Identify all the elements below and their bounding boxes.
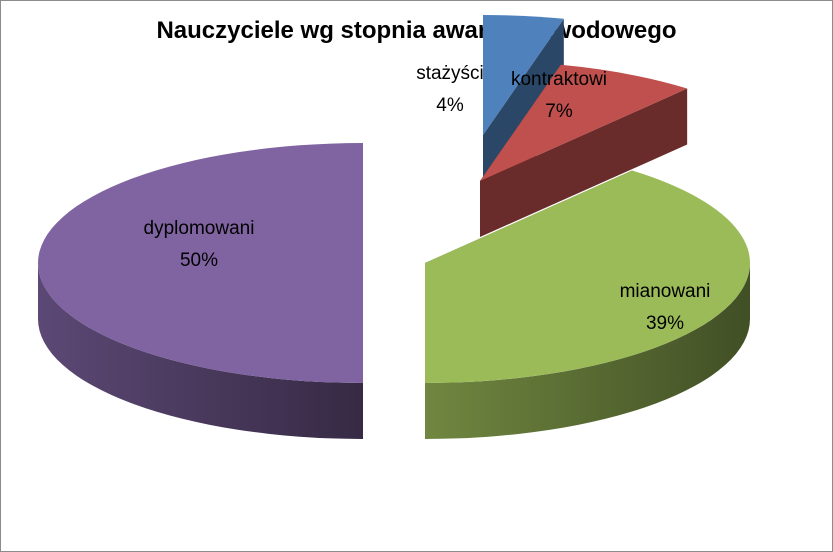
data-label-3-category: mianowani (620, 281, 711, 302)
data-label-4-value: 50% (180, 250, 218, 271)
pie-slice-3 (425, 170, 750, 439)
data-label-2-value: 7% (545, 101, 573, 122)
data-label-2-category: kontraktowi (511, 69, 607, 90)
pie-slice-4 (38, 143, 363, 439)
data-label-3-value: 39% (646, 313, 684, 334)
data-label-4-category: dyplomowani (144, 218, 255, 239)
chart-title: Nauczyciele wg stopnia awansu zawodowego (156, 17, 677, 44)
data-label-1-category: stażyści (416, 63, 484, 84)
data-label-1-value: 4% (436, 95, 464, 116)
pie-slice-2 (480, 64, 688, 237)
